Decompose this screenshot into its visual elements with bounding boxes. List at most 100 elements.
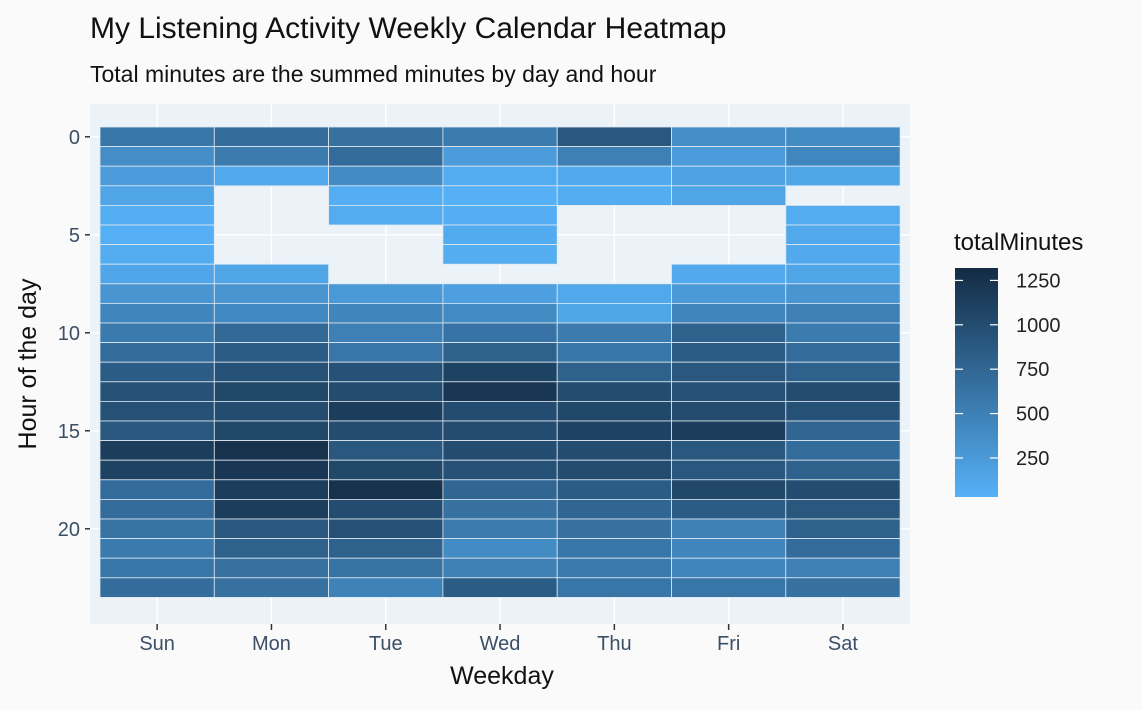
heatmap-cell-mon-23 [213,577,330,598]
heatmap-cell-fri-12 [671,361,787,383]
heatmap-cell-mon-12 [213,361,330,383]
heatmap-cell-tue-1 [328,146,444,167]
legend-tick-label: 1250 [1016,270,1061,292]
heatmap-cell-wed-6 [442,244,558,265]
heatmap-cell-sat-10 [785,322,901,344]
heatmap-cell-sat-19 [785,498,901,520]
heatmap-cell-sun-19 [99,498,215,520]
heatmap-cell-thu-2 [556,165,672,187]
heatmap-cell-mon-22 [213,557,330,579]
heatmap-cell-sat-7 [785,263,901,285]
heatmap-cell-mon-21 [213,538,330,559]
heatmap-cell-wed-2 [442,165,558,187]
heatmap-cell-fri-15 [671,420,787,442]
heatmap-cell-mon-17 [213,459,330,481]
heatmap-cell-fri-13 [671,381,787,402]
heatmap-cell-wed-22 [442,557,558,579]
legend-tick-label: 1000 [1016,315,1061,337]
heatmap-cell-fri-9 [671,302,787,324]
heatmap-cell-tue-16 [328,440,444,461]
heatmap-cell-wed-1 [442,146,558,167]
heatmap-cell-fri-19 [671,498,787,520]
heatmap-cell-sun-15 [99,420,215,442]
heatmap-cell-sun-9 [99,302,215,324]
heatmap-cell-thu-16 [556,440,672,461]
heatmap-cell-thu-12 [556,361,672,383]
heatmap-cell-wed-17 [442,459,558,481]
x-tick-label: Fri [717,633,740,655]
color-legend: totalMinutes 250 500 750 1000 1250 [954,229,1083,497]
heatmap-cell-sun-0 [99,126,215,148]
heatmap-cell-sun-4 [99,204,215,226]
heatmap-cell-sat-11 [785,342,901,363]
heatmap-cell-tue-4 [328,204,444,226]
legend-ticks: 250 500 750 1000 1250 [955,270,1061,470]
heatmap-cell-thu-10 [556,322,672,344]
heatmap-cell-sat-22 [785,557,901,579]
heatmap-cell-sat-9 [785,302,901,324]
heatmap-cell-sun-7 [99,263,215,285]
heatmap-cell-tue-19 [328,498,444,520]
chart-subtitle: Total minutes are the summed minutes by … [90,61,657,87]
legend-tick-label: 250 [1016,448,1049,470]
heatmap-cell-mon-13 [213,381,330,402]
x-tick-label: Sat [828,633,858,655]
x-tick-label: Thu [597,633,631,655]
heatmap-cell-tue-23 [328,577,444,598]
heatmap-cell-thu-15 [556,420,672,442]
heatmap-cell-thu-17 [556,459,672,481]
heatmap-cell-sat-23 [785,577,901,598]
heatmap-cell-sat-5 [785,224,901,246]
heatmap-cell-fri-1 [671,146,787,167]
heatmap-cell-mon-0 [213,126,330,148]
heatmap-cell-wed-11 [442,342,558,363]
heatmap-cell-wed-15 [442,420,558,442]
heatmap-cell-sun-14 [99,400,215,422]
heatmap-cell-thu-21 [556,538,672,559]
heatmap-cell-sat-14 [785,400,901,422]
heatmap-cell-fri-22 [671,557,787,579]
heatmap-cell-thu-22 [556,557,672,579]
heatmap-cell-sun-17 [99,459,215,481]
heatmap-cell-sat-21 [785,538,901,559]
heatmap-cell-tue-3 [328,185,444,206]
heatmap-cell-wed-19 [442,498,558,520]
heatmap-cell-wed-0 [442,126,558,148]
y-axis: 0 5 10 15 20 [58,127,90,541]
heatmap-cell-fri-20 [671,518,787,540]
heatmap-cell-sun-22 [99,557,215,579]
heatmap-cell-mon-8 [213,283,330,304]
heatmap-cell-sun-13 [99,381,215,402]
legend-colorbar [955,268,998,497]
heatmap-cell-wed-10 [442,322,558,344]
heatmap-cell-fri-0 [671,126,787,148]
heatmap-cell-mon-11 [213,342,330,363]
heatmap-cell-thu-23 [556,577,672,598]
heatmap-cell-sat-8 [785,283,901,304]
heatmap-cell-sat-0 [785,126,901,148]
heatmap-cell-thu-14 [556,400,672,422]
heatmap-cell-tue-22 [328,557,444,579]
heatmap-cell-thu-19 [556,498,672,520]
heatmap-cell-wed-14 [442,400,558,422]
heatmap-cell-mon-1 [213,146,330,167]
heatmap-cell-mon-19 [213,498,330,520]
heatmap-cell-mon-10 [213,322,330,344]
heatmap-cell-sat-12 [785,361,901,383]
legend-tick-label: 500 [1016,404,1049,426]
heatmap-cell-sun-2 [99,165,215,187]
heatmap-cell-wed-21 [442,538,558,559]
heatmap-cell-sat-4 [785,204,901,226]
heatmap-cell-mon-18 [213,479,330,500]
heatmap-cell-fri-18 [671,479,787,500]
heatmap-cell-mon-7 [213,263,330,285]
heatmap-cell-wed-8 [442,283,558,304]
heatmap-cell-mon-14 [213,400,330,422]
heatmap-cell-sun-1 [99,146,215,167]
y-tick-label: 10 [58,323,80,345]
heatmap-cell-sat-2 [785,165,901,187]
heatmap-cell-sun-5 [99,224,215,246]
heatmap-cell-mon-9 [213,302,330,324]
heatmap-cell-thu-9 [556,302,672,324]
